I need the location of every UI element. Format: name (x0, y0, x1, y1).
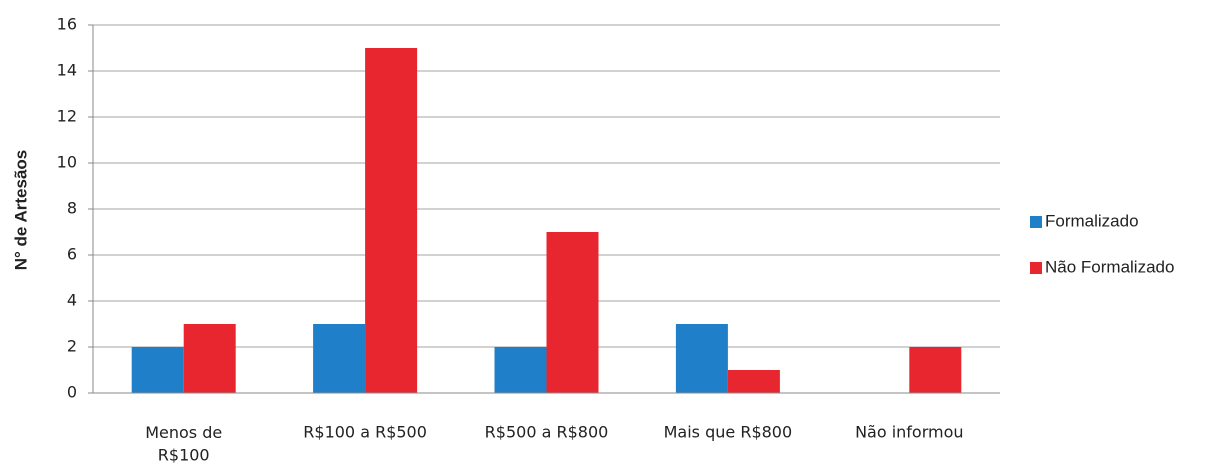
x-tick-label: Menos de R$100 (145, 423, 222, 464)
bar (313, 324, 366, 393)
x-tick-label: R$500 a R$800 (485, 423, 609, 442)
x-tick-label: R$100 a R$500 (303, 423, 427, 442)
bar (546, 232, 599, 393)
y-tick-label: 6 (67, 245, 77, 264)
y-axis-label: N° de Artesãos (11, 150, 30, 271)
bar (727, 370, 780, 393)
y-tick-label: 16 (57, 15, 77, 34)
y-tick-label: 10 (57, 153, 77, 172)
y-tick-label: 14 (57, 61, 77, 80)
y-tick-label: 4 (67, 291, 77, 310)
legend-swatch (1030, 262, 1042, 274)
y-tick-label: 12 (57, 107, 77, 126)
bar (131, 347, 184, 393)
x-tick-label: Não informou (855, 423, 963, 442)
x-tick-label: Mais que R$800 (664, 423, 793, 442)
y-tick-label: 0 (67, 383, 77, 402)
legend-swatch (1030, 216, 1042, 228)
bar (365, 48, 418, 393)
legend-label: Formalizado (1045, 211, 1139, 230)
bar (183, 324, 236, 393)
bar (675, 324, 728, 393)
bar (494, 347, 547, 393)
y-tick-label: 8 (67, 199, 77, 218)
bar (909, 347, 962, 393)
y-tick-label: 2 (67, 337, 77, 356)
legend-label: Não Formalizado (1045, 257, 1174, 276)
